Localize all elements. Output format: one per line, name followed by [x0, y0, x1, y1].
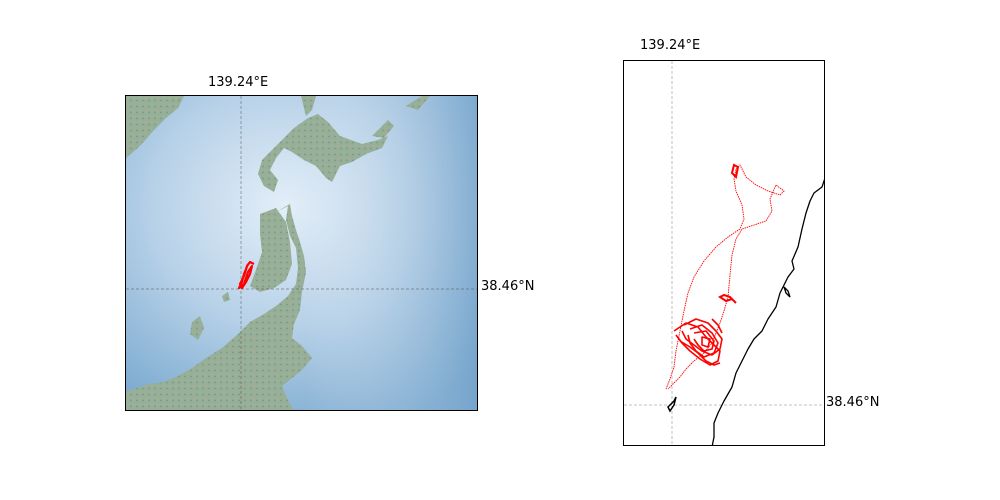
izu-peninsula — [232, 386, 242, 406]
track-dense-cluster — [673, 318, 723, 366]
sakhalin-landmass — [301, 96, 316, 116]
coastline — [711, 178, 824, 445]
shiretoko-peninsula — [372, 120, 394, 138]
detail-map-panel[interactable] — [623, 60, 825, 446]
sado-island — [222, 292, 230, 302]
detail-map-canvas — [624, 61, 824, 445]
track-line — [237, 260, 255, 290]
small-island — [667, 396, 677, 413]
track-outer-loop — [665, 164, 785, 390]
boso-peninsula — [266, 392, 282, 408]
tohoku-region — [250, 208, 292, 292]
track-northern-turn — [730, 163, 740, 180]
mainland-asia-landmass — [126, 96, 184, 158]
overview-map-canvas — [126, 96, 477, 410]
kuril-island — [406, 96, 430, 110]
left-latitude-label: 38.46°N — [481, 279, 535, 294]
coastal-islet — [783, 286, 791, 298]
right-longitude-label: 139.24°E — [640, 38, 701, 53]
hokkaido-landmass — [258, 114, 388, 192]
noto-peninsula — [190, 316, 204, 340]
right-latitude-label: 38.46°N — [826, 395, 880, 410]
track-midpoint-cluster — [718, 293, 737, 304]
overview-map-panel[interactable] — [125, 95, 478, 411]
honshu-landmass — [126, 204, 312, 410]
left-longitude-label: 139.24°E — [208, 75, 269, 90]
